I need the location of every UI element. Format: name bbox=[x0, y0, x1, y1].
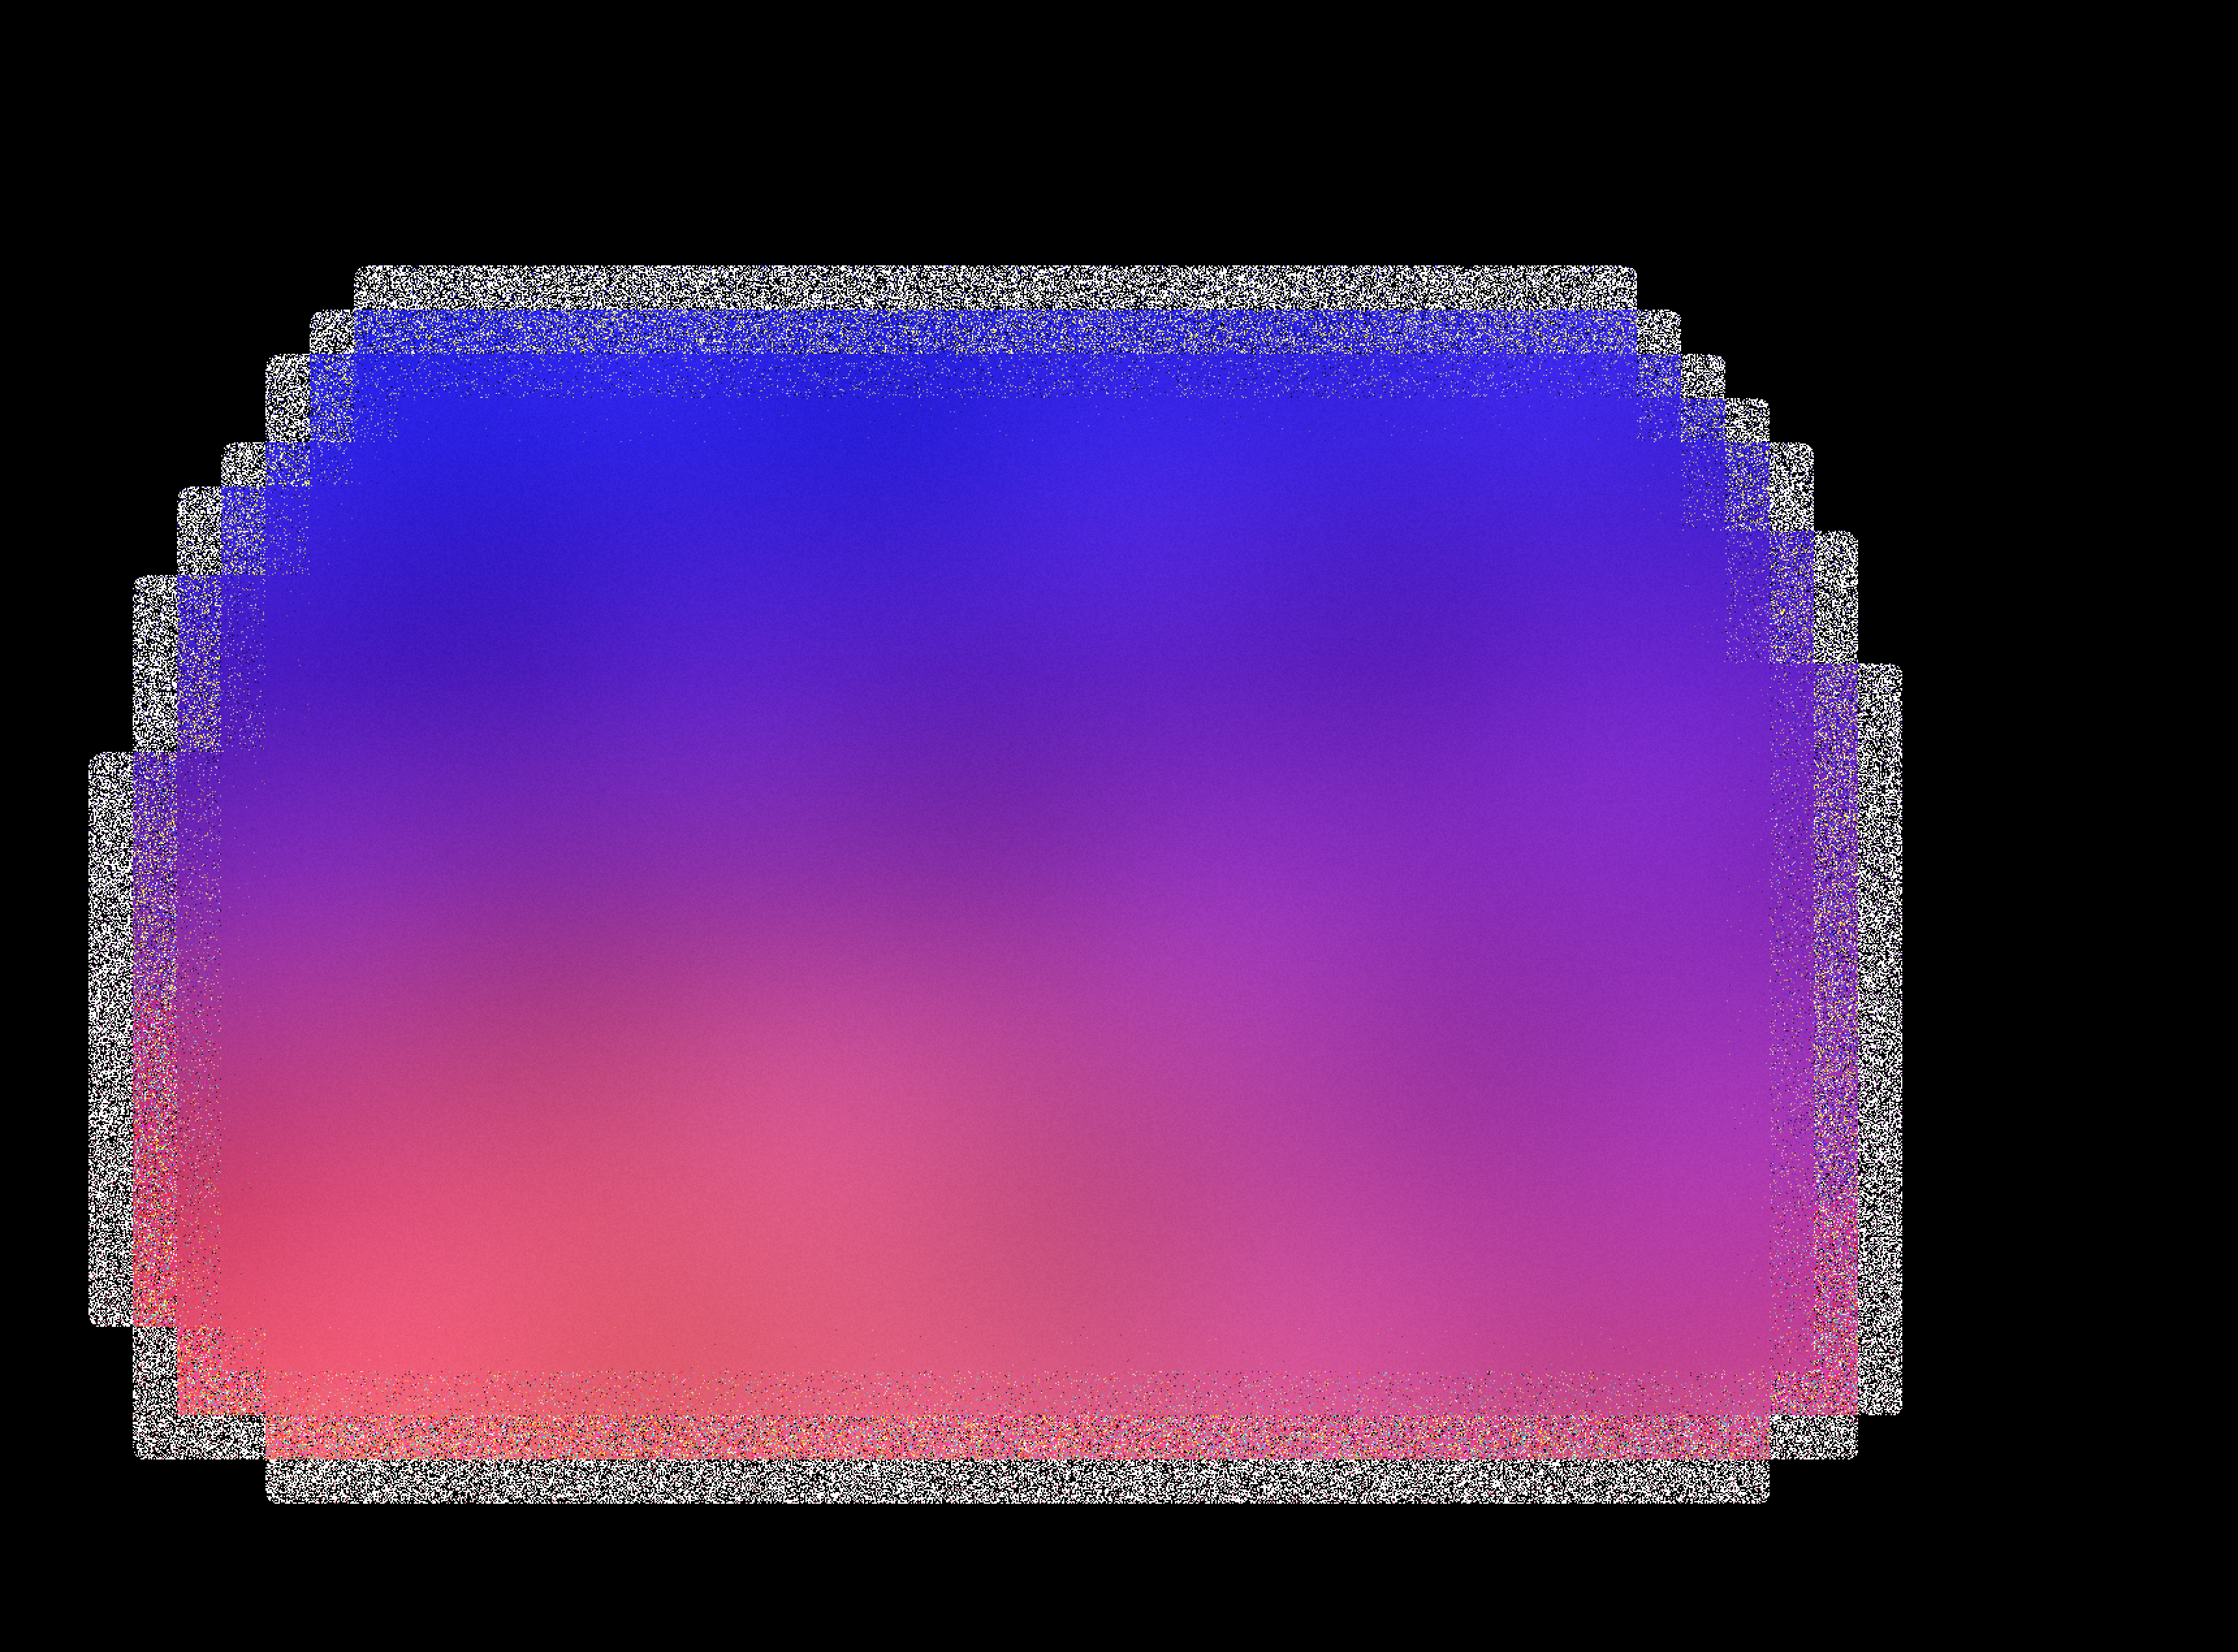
image-stage bbox=[0, 0, 2238, 1652]
abstract-gradient-blob-canvas bbox=[0, 0, 2238, 1652]
